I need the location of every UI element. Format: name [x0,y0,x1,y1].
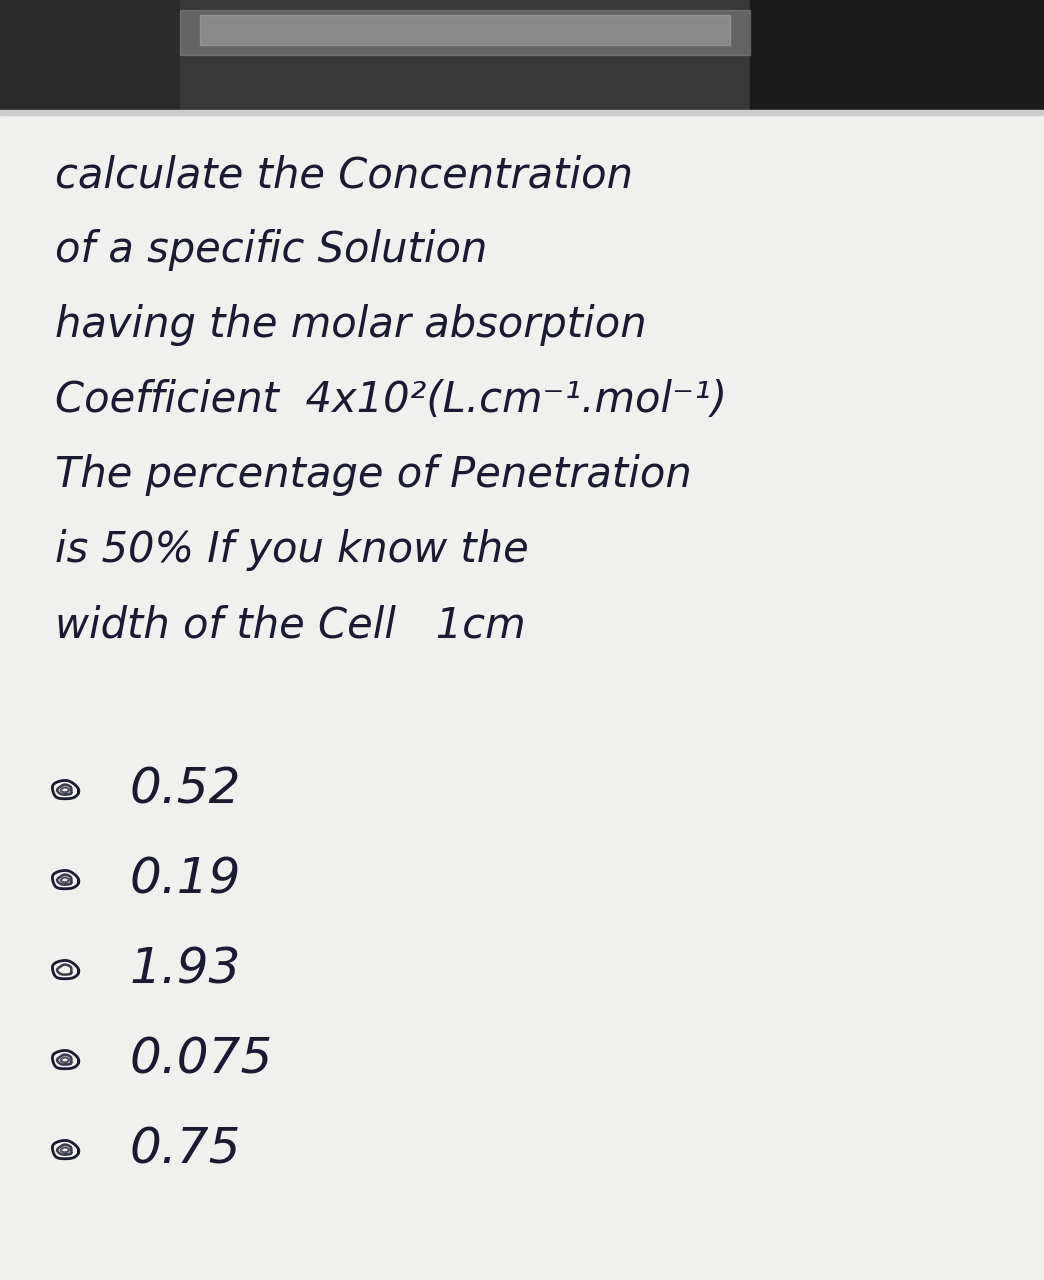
Text: The percentage of Penetration: The percentage of Penetration [55,454,692,495]
Text: 0.075: 0.075 [130,1036,274,1084]
Text: 0.19: 0.19 [130,856,241,904]
Text: having the molar absorption: having the molar absorption [55,303,646,346]
Text: Coefficient  4x10²(L.cm⁻¹.mol⁻¹): Coefficient 4x10²(L.cm⁻¹.mol⁻¹) [55,379,727,421]
Text: width of the Cell   1cm: width of the Cell 1cm [55,604,525,646]
Text: 1.93: 1.93 [130,946,241,995]
Text: is 50% If you know the: is 50% If you know the [55,529,528,571]
Text: of a specific Solution: of a specific Solution [55,229,488,271]
Text: 0.75: 0.75 [130,1126,241,1174]
Text: calculate the Concentration: calculate the Concentration [55,154,633,196]
Text: 0.52: 0.52 [130,765,241,814]
